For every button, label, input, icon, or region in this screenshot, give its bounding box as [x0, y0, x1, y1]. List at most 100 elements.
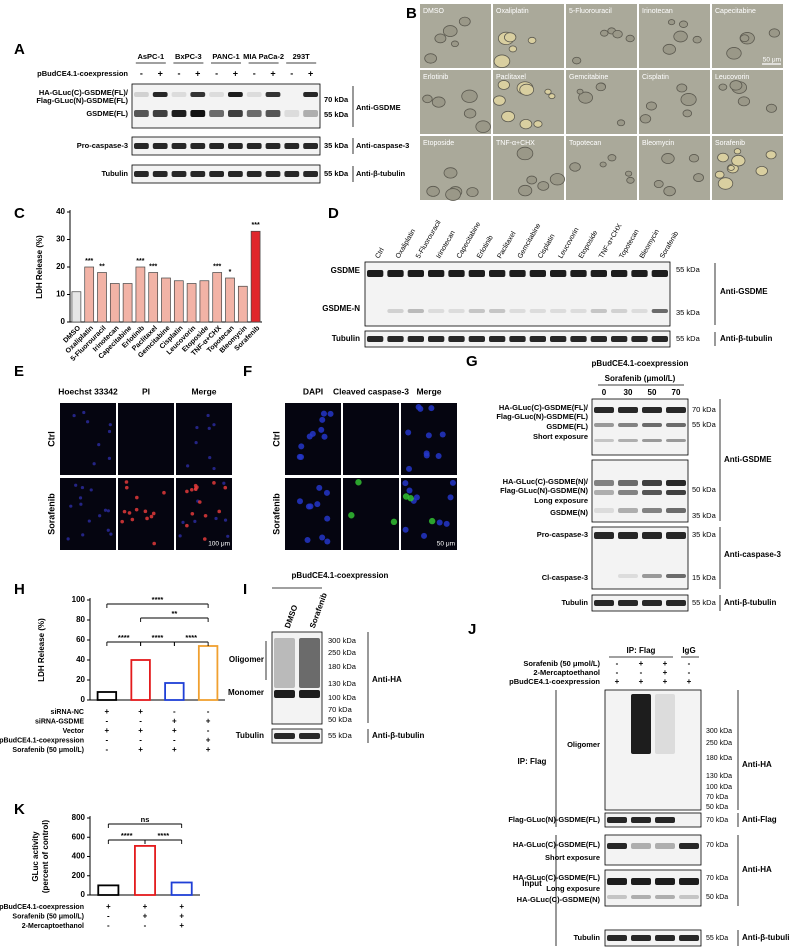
nucleus	[72, 413, 76, 418]
label: 5-Fluorouracil	[569, 8, 612, 15]
nucleus	[193, 486, 198, 491]
nucleus	[82, 410, 86, 415]
cell	[678, 20, 689, 28]
nucleus	[423, 450, 430, 457]
blot	[131, 136, 321, 156]
band	[590, 336, 607, 342]
band	[529, 309, 546, 313]
y-axis-label: LDH Release (%)	[35, 235, 44, 299]
label: siRNA-GSDME	[35, 718, 84, 725]
label: -	[140, 68, 143, 78]
label: -	[290, 68, 293, 78]
annotation: ***	[85, 258, 93, 265]
nucleus	[135, 495, 139, 500]
y-tick-label: 0	[81, 695, 86, 704]
band	[428, 270, 445, 277]
nucleus	[304, 536, 311, 543]
nucleus	[103, 508, 108, 512]
panel-letter: I	[243, 581, 247, 598]
label: HA-GLuc(C)-GSDME(FL)	[513, 840, 601, 849]
panel-letter: K	[14, 801, 25, 818]
cell	[737, 96, 751, 107]
band	[152, 143, 168, 149]
label: Tubulin	[561, 598, 588, 607]
label: Ctrl	[271, 431, 281, 447]
nucleus	[66, 537, 70, 541]
band	[607, 895, 627, 899]
panel-letter: B	[406, 5, 417, 22]
band	[448, 309, 465, 313]
label: Irinotecan	[435, 230, 456, 260]
nucleus	[439, 431, 446, 438]
label: +	[179, 921, 184, 930]
y-axis-label: GLuc activity	[31, 831, 40, 882]
nucleus	[106, 528, 110, 532]
label: Anti-HA	[372, 675, 402, 684]
label: +	[138, 745, 143, 754]
band	[265, 110, 281, 117]
bar	[225, 277, 235, 323]
label: Sorafenib (μmol/L)	[605, 374, 676, 383]
panel-letter: E	[14, 363, 24, 380]
band	[594, 407, 614, 413]
label: +	[158, 68, 163, 78]
label: Sorafenib	[659, 230, 680, 260]
bar	[96, 691, 118, 701]
bar	[135, 266, 146, 323]
y-tick-label: 80	[76, 615, 85, 624]
label: Anti-caspase-3	[356, 141, 409, 150]
bar	[97, 884, 120, 896]
nucleus	[449, 479, 456, 486]
label: Long exposure	[546, 884, 600, 893]
significance: ****	[185, 633, 197, 642]
label: 55 kDa	[324, 110, 349, 119]
nucleus	[89, 488, 93, 492]
nucleus	[106, 509, 110, 513]
bar	[237, 285, 248, 323]
nucleus	[390, 518, 398, 526]
band	[642, 508, 662, 513]
nucleus	[348, 512, 355, 519]
nucleus	[92, 462, 96, 466]
nucleus	[436, 519, 443, 526]
label: 70 kDa	[706, 842, 728, 849]
cell	[466, 187, 479, 198]
y-tick-label: 600	[72, 832, 86, 841]
label: Cl-caspase-3	[542, 573, 588, 582]
nucleus	[143, 509, 148, 514]
nucleus	[130, 517, 135, 522]
label: pBudCE4.1-coexpression	[0, 904, 84, 911]
nucleus	[198, 500, 202, 504]
band	[594, 490, 614, 495]
band	[152, 92, 168, 97]
band	[509, 270, 526, 277]
band	[509, 309, 526, 313]
cell	[726, 47, 742, 60]
band	[607, 843, 627, 849]
band	[171, 171, 187, 177]
cell	[576, 88, 584, 95]
bar	[197, 645, 219, 701]
label: Monomer	[228, 688, 264, 697]
band	[611, 270, 628, 277]
label: GSDME	[331, 266, 361, 275]
label: +	[663, 668, 668, 677]
label: Leucovorin	[715, 74, 749, 81]
label: Tubulin	[101, 169, 128, 178]
bar	[170, 881, 193, 896]
label: -	[106, 717, 109, 726]
label: Leucovorin	[557, 227, 580, 260]
label: Bleomycin	[642, 140, 674, 147]
label: -	[616, 668, 619, 677]
label: pBudCE4.1-coexpression	[37, 69, 128, 78]
nucleus	[212, 481, 216, 485]
label: Anti-β-tubulin	[720, 334, 773, 343]
band	[152, 110, 168, 117]
nucleus	[194, 441, 198, 445]
label: Short exposure	[533, 432, 588, 441]
label: +	[233, 68, 238, 78]
band	[651, 336, 668, 342]
band	[550, 270, 567, 277]
panel-letter: G	[466, 353, 478, 370]
